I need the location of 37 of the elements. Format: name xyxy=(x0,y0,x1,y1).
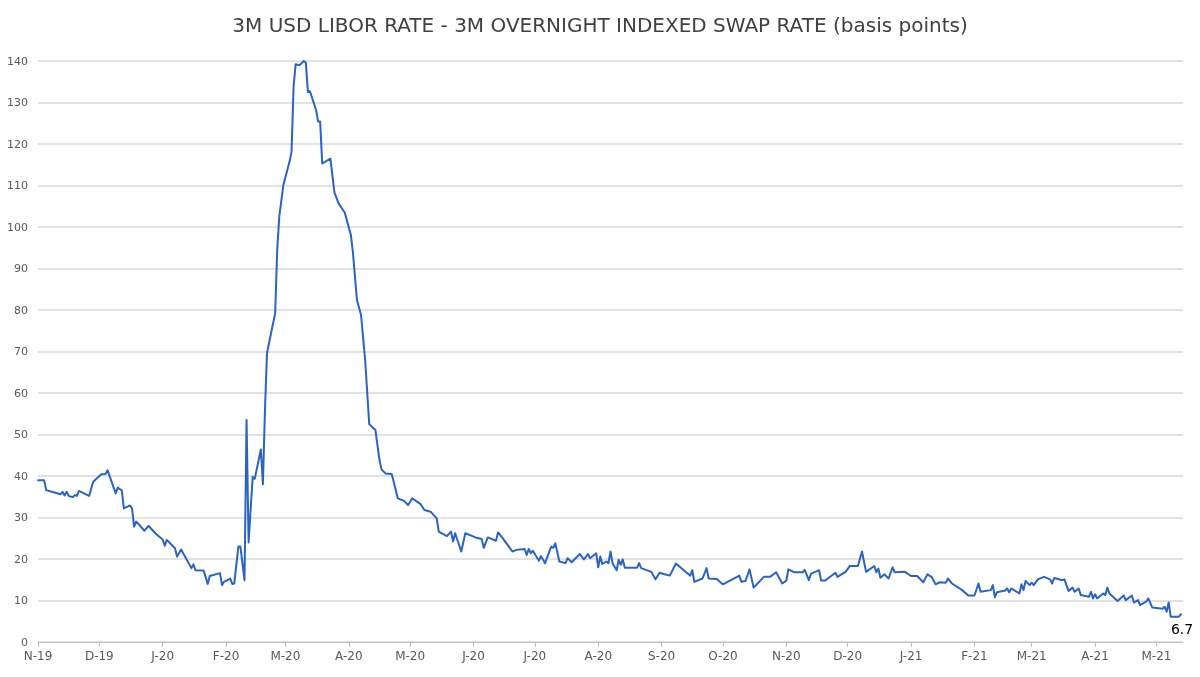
y-tick-label: 40 xyxy=(14,469,28,483)
x-tick-label: O-20 xyxy=(708,649,738,663)
y-tick-label: 20 xyxy=(14,552,28,566)
x-tick-label: A-20 xyxy=(584,649,613,663)
annotation: 6.7 xyxy=(1170,621,1194,638)
y-tick-label: 80 xyxy=(14,303,28,317)
x-tick-label: J-20 xyxy=(522,649,547,663)
x-tick-label: J-20 xyxy=(150,649,175,663)
y-tick-label: 10 xyxy=(14,594,28,607)
x-tick-label: D-19 xyxy=(84,649,114,663)
y-tick-label: 140 xyxy=(7,54,28,68)
y-tick-label: 70 xyxy=(14,345,28,358)
y-tick-label: 130 xyxy=(7,96,28,109)
x-tick-label: D-20 xyxy=(833,649,863,663)
x-tick-label: J-21 xyxy=(898,649,923,663)
chart-title: 3M USD LIBOR RATE - 3M OVERNIGHT INDEXED SWAP RATE (basis points) xyxy=(232,13,968,37)
y-tick-label: 30 xyxy=(14,511,28,524)
x-tick-label: N-20 xyxy=(772,649,801,663)
x-tick-label: M-21 xyxy=(1016,649,1047,663)
x-tick-label: M-20 xyxy=(270,649,301,663)
x-tick-label: A-21 xyxy=(1081,649,1109,663)
x-tick-label: M-20 xyxy=(395,649,426,663)
x-tick-label: J-20 xyxy=(461,649,485,663)
y-tick-label: 60 xyxy=(14,386,28,400)
x-tick-label: F-20 xyxy=(212,649,240,663)
x-tick-label: S-20 xyxy=(648,649,676,663)
y-tick-label: 100 xyxy=(7,220,28,234)
x-tick-label: N-19 xyxy=(23,649,53,663)
y-tick-label: 50 xyxy=(14,428,28,441)
line-series xyxy=(37,60,1182,618)
y-tick-label: 90 xyxy=(14,262,28,275)
x-tick-label: M-21 xyxy=(1141,649,1172,663)
x-tick-label: A-20 xyxy=(335,649,363,663)
y-tick-label: 110 xyxy=(7,179,28,192)
y-tick-label: 120 xyxy=(7,137,28,151)
y-tick-label: 0 xyxy=(21,635,28,649)
x-tick-label: F-21 xyxy=(961,649,988,663)
